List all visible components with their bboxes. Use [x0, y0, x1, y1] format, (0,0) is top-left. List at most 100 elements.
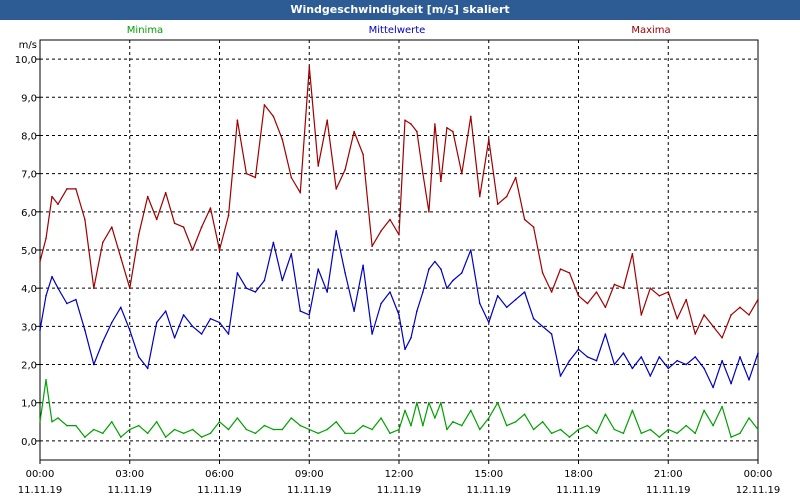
data-point-maxima: [586, 302, 589, 305]
data-point-maxima: [155, 218, 158, 221]
data-point-mittelwerte: [631, 367, 634, 370]
data-point-maxima: [721, 337, 723, 339]
data-point-mittelwerte: [514, 298, 517, 301]
data-point-minima: [380, 417, 382, 419]
data-point-maxima: [146, 195, 149, 198]
data-point-maxima: [335, 188, 338, 190]
data-point-mittelwerte: [263, 279, 266, 282]
data-point-mittelwerte: [649, 375, 652, 377]
data-point-minima: [227, 428, 230, 431]
data-point-mittelwerte: [245, 287, 248, 290]
data-point-minima: [326, 428, 329, 431]
data-point-maxima: [440, 180, 442, 183]
data-point-maxima: [559, 268, 562, 270]
data-point-minima: [577, 428, 580, 431]
data-point-mittelwerte: [404, 348, 406, 351]
data-point-mittelwerte: [505, 306, 508, 309]
data-point-mittelwerte: [51, 275, 53, 278]
data-point-maxima: [299, 191, 302, 194]
y-tick-label: 6,0: [21, 208, 37, 219]
data-point-minima: [362, 424, 364, 427]
legend-minima: Minima: [127, 25, 163, 36]
data-point-mittelwerte: [703, 367, 705, 370]
data-point-minima: [523, 413, 526, 416]
data-point-maxima: [164, 191, 167, 194]
data-point-mittelwerte: [164, 310, 167, 312]
data-point-minima: [398, 428, 400, 431]
grid: [39, 40, 759, 460]
legend-maxima: Maxima: [631, 25, 670, 36]
data-point-minima: [263, 424, 266, 427]
data-point-maxima: [200, 226, 203, 228]
data-point-maxima: [389, 218, 391, 221]
data-point-minima: [299, 424, 302, 427]
data-point-maxima: [496, 203, 499, 205]
data-point-mittelwerte: [559, 375, 562, 377]
data-point-mittelwerte: [84, 329, 86, 332]
data-point-maxima: [410, 123, 412, 125]
data-point-maxima: [137, 233, 140, 236]
data-point-mittelwerte: [730, 382, 732, 385]
data-point-maxima: [263, 104, 266, 106]
data-point-mittelwerte: [604, 333, 607, 335]
data-point-maxima: [173, 222, 176, 225]
data-point-mittelwerte: [440, 268, 442, 270]
data-point-maxima: [51, 195, 53, 198]
data-point-minima: [129, 428, 131, 431]
y-tick-label: 9,0: [21, 93, 37, 104]
data-point-mittelwerte: [470, 249, 472, 251]
data-point-mittelwerte: [757, 352, 759, 354]
data-point-maxima: [39, 260, 41, 263]
data-point-minima: [281, 428, 284, 431]
data-point-mittelwerte: [398, 314, 400, 316]
data-point-minima: [371, 428, 373, 431]
data-point-maxima: [362, 153, 364, 156]
data-point-mittelwerte: [290, 253, 293, 255]
data-point-minima: [559, 428, 562, 431]
data-point-mittelwerte: [254, 291, 257, 293]
data-point-maxima: [712, 325, 714, 328]
data-point-minima: [721, 405, 723, 408]
data-point-mittelwerte: [446, 287, 448, 290]
data-point-maxima: [326, 119, 329, 121]
data-point-maxima: [57, 203, 59, 205]
data-point-minima: [389, 432, 391, 435]
data-point-mittelwerte: [66, 302, 68, 305]
data-point-mittelwerte: [434, 260, 436, 263]
data-point-mittelwerte: [137, 356, 140, 358]
y-tick-label: 8,0: [21, 131, 37, 142]
data-point-minima: [748, 417, 750, 419]
data-point-mittelwerte: [353, 310, 355, 312]
data-point-mittelwerte: [272, 241, 275, 244]
data-point-mittelwerte: [389, 291, 391, 293]
data-point-minima: [209, 432, 212, 435]
tick-labels: 0,0 1,0 2,0 3,0 4,0 5,0 6,0 7,0 8,0 9,0 10,0 m/s 00:…: [15, 25, 781, 496]
data-point-maxima: [111, 226, 113, 228]
data-point-maxima: [317, 165, 320, 167]
data-point-mittelwerte: [299, 310, 302, 312]
axes: [36, 39, 759, 464]
data-point-minima: [353, 432, 355, 435]
data-point-mittelwerte: [694, 356, 696, 358]
y-tick-label: 4,0: [21, 284, 37, 295]
data-point-minima: [164, 436, 167, 438]
data-point-minima: [200, 436, 203, 438]
data-point-mittelwerte: [380, 302, 382, 305]
data-point-maxima: [541, 272, 544, 274]
data-point-minima: [488, 417, 490, 419]
data-point-mittelwerte: [362, 264, 364, 267]
data-point-mittelwerte: [102, 340, 104, 343]
data-point-mittelwerte: [57, 287, 59, 290]
data-point-mittelwerte: [523, 291, 526, 293]
data-point-minima: [272, 428, 275, 431]
data-point-maxima: [622, 287, 625, 290]
data-point-mittelwerte: [111, 321, 113, 324]
data-point-mittelwerte: [622, 352, 625, 354]
data-point-mittelwerte: [712, 386, 714, 389]
data-point-mittelwerte: [236, 272, 239, 274]
data-point-maxima: [93, 287, 95, 290]
x-tick-date-label: 11.11.19: [287, 485, 332, 496]
data-point-minima: [137, 424, 140, 427]
data-point-mittelwerte: [640, 356, 643, 358]
x-tick-time-label: 12:00: [385, 469, 414, 480]
